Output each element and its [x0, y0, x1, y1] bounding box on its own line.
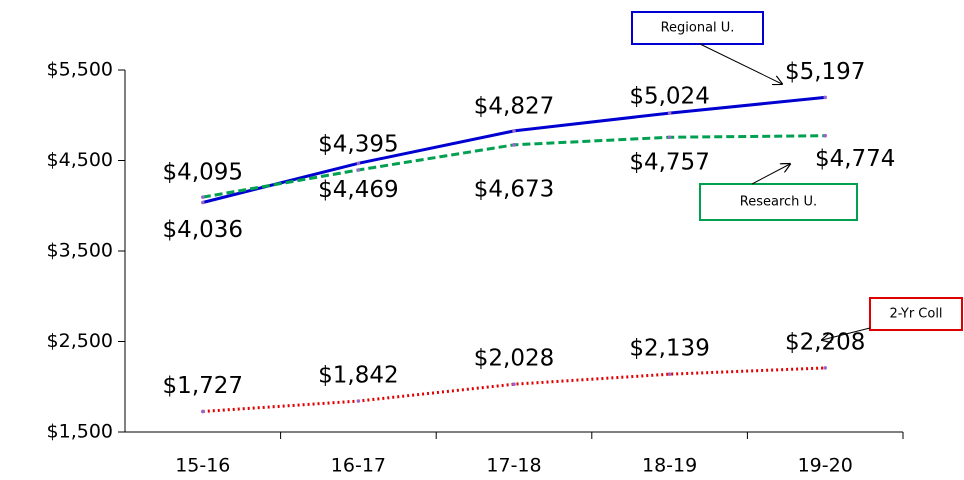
value-label: $2,139 — [629, 336, 709, 362]
value-label: $4,469 — [318, 177, 398, 203]
y-tick-label: $5,500 — [47, 59, 113, 81]
point — [667, 135, 672, 140]
point — [356, 399, 361, 403]
value-label: $4,395 — [318, 132, 398, 158]
value-label: $4,827 — [474, 93, 554, 119]
point — [512, 382, 516, 387]
value-label: $4,673 — [474, 176, 554, 202]
point — [823, 95, 827, 100]
value-label: $4,095 — [163, 160, 243, 186]
x-tick-label: 18-19 — [642, 455, 697, 477]
legend-box — [869, 297, 963, 331]
value-label: $4,774 — [815, 146, 895, 172]
legend-label: Research U. — [740, 195, 817, 210]
value-label: $4,036 — [163, 217, 243, 243]
value-label: $4,757 — [629, 150, 709, 176]
legend-arrow — [822, 327, 871, 340]
y-tick-label: $2,500 — [47, 330, 113, 352]
y-tick-label: $4,500 — [47, 149, 113, 171]
point — [667, 111, 672, 115]
point — [201, 195, 205, 199]
point — [356, 161, 361, 166]
point — [201, 409, 205, 414]
legend-box — [699, 183, 858, 221]
value-label: $1,842 — [318, 363, 398, 389]
x-tick-label: 19-20 — [798, 455, 853, 477]
series-line — [202, 366, 826, 413]
x-tick-label: 16-17 — [331, 455, 386, 477]
value-label: $1,727 — [163, 373, 243, 399]
point — [823, 133, 827, 138]
x-tick-label: 17-18 — [486, 455, 541, 477]
legend-arrow — [699, 43, 782, 84]
point — [512, 143, 516, 147]
y-tick-label: $1,500 — [47, 421, 113, 443]
legend-label: 2-Yr Coll — [889, 307, 942, 322]
value-label: $2,208 — [785, 329, 865, 355]
point — [823, 366, 827, 370]
legend-box — [631, 11, 764, 45]
x-tick-label: 15-16 — [175, 455, 230, 477]
y-tick-label: $3,500 — [47, 240, 113, 262]
value-label: $5,024 — [629, 84, 709, 110]
value-label: $2,028 — [474, 346, 554, 372]
point — [201, 200, 205, 205]
value-label: $5,197 — [785, 59, 865, 85]
legend-arrow — [751, 164, 790, 185]
point — [356, 168, 361, 172]
point — [667, 372, 672, 376]
point — [512, 129, 516, 133]
legend-label: Regional U. — [661, 21, 735, 36]
